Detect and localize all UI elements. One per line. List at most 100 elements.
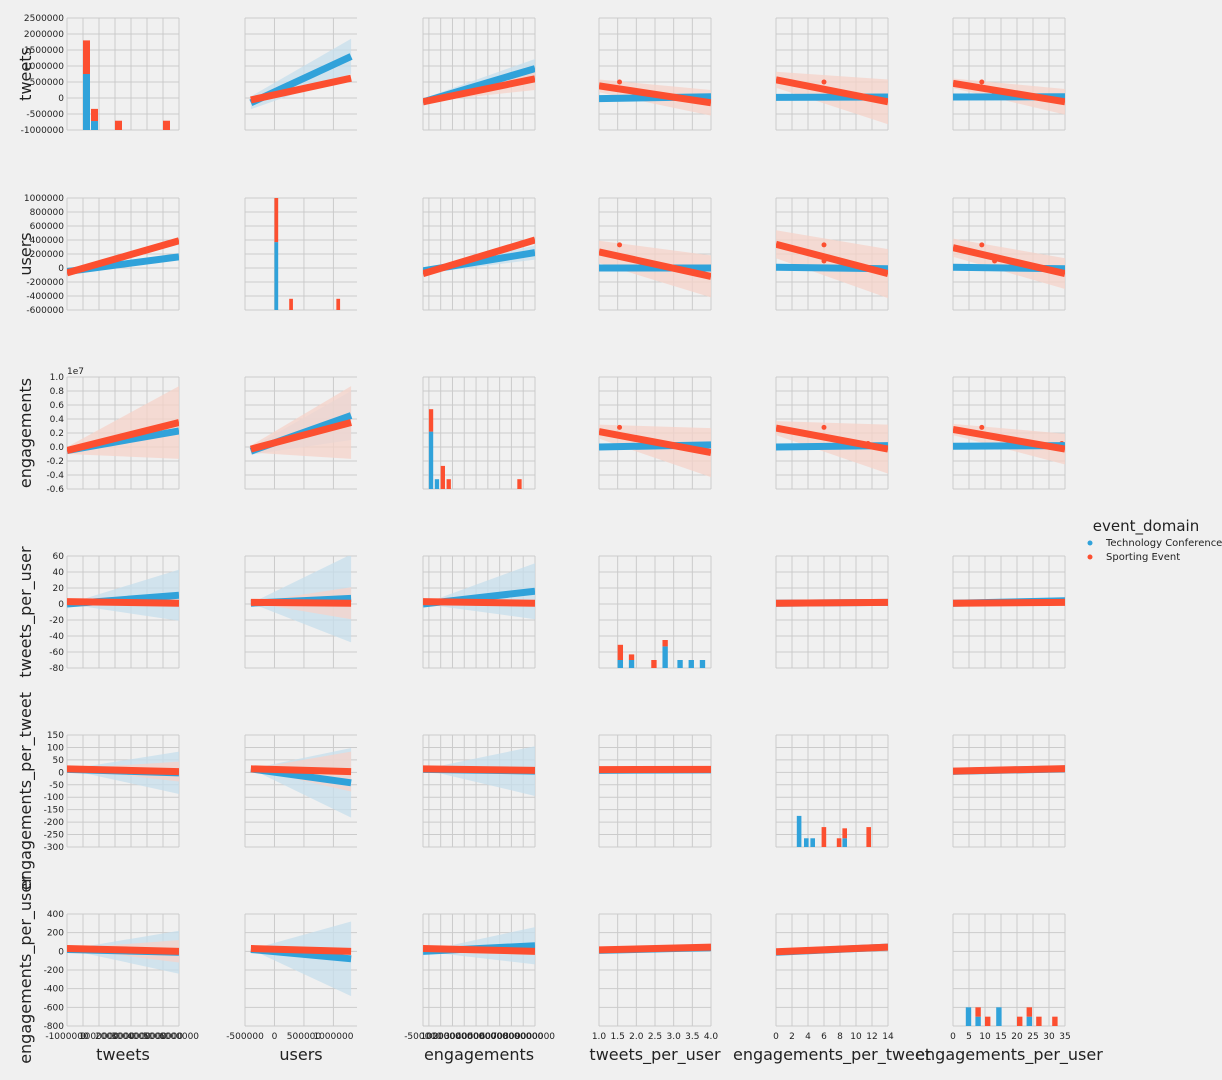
x-tick-label: 8000000 [503,1032,543,1042]
hist-bar-sport [91,108,98,122]
x-tick-label: 1000000 [421,1032,461,1042]
y-tick-label: -200 [44,818,65,828]
y-tick-label: 1000000 [24,194,64,204]
x-tick-label: 2.0 [629,1032,644,1042]
panel-0-0: -1000000 -500000 0 500000 1000000 1500000 2000… [21,14,180,136]
y-tick-label: 400 [47,910,64,920]
x-tick-label: 1.5 [611,1032,625,1042]
hist-bar-sport [617,644,624,660]
point-sport [617,79,623,85]
regression-line-sport [599,428,711,457]
regression-line-sport [953,598,1065,607]
x-tick-label: 4000000 [127,1032,167,1042]
ci-band-tech [250,921,352,997]
panel-4-5 [952,734,1066,848]
hist-bar-sport [428,409,434,432]
panel-0-3 [598,17,712,131]
y-tick-label: 50 [53,756,65,766]
panel-3-1 [244,555,357,669]
hist-bar-sport [1017,1016,1023,1026]
y-tick-label: -600 [44,1003,65,1013]
y-tick-label: 1.0 [50,373,65,383]
regression-line-sport [599,943,711,954]
y-tick-label: 1500000 [24,46,64,56]
y-tick-label: 0.2 [50,429,64,439]
regression-line-sport [250,74,352,104]
hist-bar-tech [804,838,809,847]
y-tick-label: 60 [53,552,65,562]
hist-bar-tech [796,815,802,847]
regression-line-sport [776,240,888,277]
x-tick-label: 25 [1027,1032,1038,1042]
hist-bar-tech [428,431,434,489]
x-tick-label: 12 [866,1032,877,1042]
x-tick-label: 5 [966,1032,972,1042]
y-tick-label: -500000 [26,110,64,120]
x-tick-label: 1000000 [313,1032,353,1042]
hist-bar-tech [83,74,90,130]
y-tick-label: -0.2 [46,457,64,467]
y-tick-label: -0.4 [46,471,64,481]
x-tick-label: 5000000 [143,1032,183,1042]
hist-bar-tech [677,660,683,668]
legend-marker [1087,554,1093,560]
point-sport [821,79,827,85]
hist-bar-tech [842,838,847,847]
x-tick-label: 0 [272,1032,278,1042]
y-tick-label: 200 [47,929,64,939]
regression-line-sport [67,765,179,776]
regression-line-sport [776,943,888,956]
regression-line-sport [67,237,179,277]
point-sport [821,242,827,248]
hist-bar-sport [842,828,847,839]
hist-bar-sport [628,654,635,660]
x-tick-label: 0 [950,1032,956,1042]
y-tick-label: -250 [44,831,65,841]
x-tick-label: 14 [882,1032,894,1042]
y-tick-label: 40 [53,568,65,578]
x-tick-label: 1000000 [79,1032,119,1042]
x-axis-label-tweets: tweets [96,1045,150,1064]
panel-2-5 [952,376,1066,490]
hist-bar-sport [1026,1007,1032,1017]
x-tick-label: 500000 [287,1032,322,1042]
regression-line-sport [250,598,352,607]
y-axis-label-engagements_per_tweet: engagements_per_tweet [16,692,36,890]
point-sport [617,424,623,430]
panel-5-5: 0 5 10 15 20 25 30 35 [950,913,1071,1042]
hist-bar-sport [289,298,293,310]
y-tick-label: 2000000 [24,30,64,40]
y-tick-label: 150 [47,731,64,741]
hist-bar-sport [446,479,451,489]
hist-bar-sport [651,660,657,668]
legend-marker [1087,540,1093,546]
regression-line-sport [423,945,535,955]
x-tick-label: 0 [426,1032,432,1042]
y-tick-label: -300 [44,843,65,853]
x-tick-label: 0 [80,1032,86,1042]
regression-line-sport [599,248,711,280]
y-offset-label: 1e7 [67,367,84,377]
panel-3-0: -80 -60 -40 -20 0 20 40 60 [49,552,180,674]
hist-bar-sport [985,1016,991,1026]
y-tick-label: 0 [58,768,64,778]
y-tick-label: -150 [44,806,65,816]
point-sport [821,424,827,430]
panel-2-1 [244,376,357,490]
hist-bar-tech [628,660,635,668]
x-tick-label: 20 [1011,1032,1023,1042]
point-sport [979,79,985,85]
x-tick-label: 3000000 [111,1032,151,1042]
y-tick-label: -80 [49,664,64,674]
panel-3-5 [952,555,1066,669]
regression-line-sport [953,426,1065,453]
regression-line-sport [423,765,535,774]
regression-line-sport [249,419,353,453]
panel-0-2 [422,17,536,131]
x-tick-label: 2.5 [648,1032,662,1042]
regression-line-sport [67,419,179,454]
y-tick-label: -50 [49,781,64,791]
x-tick-label: 3.0 [667,1032,682,1042]
hist-bar-tech [274,242,279,310]
